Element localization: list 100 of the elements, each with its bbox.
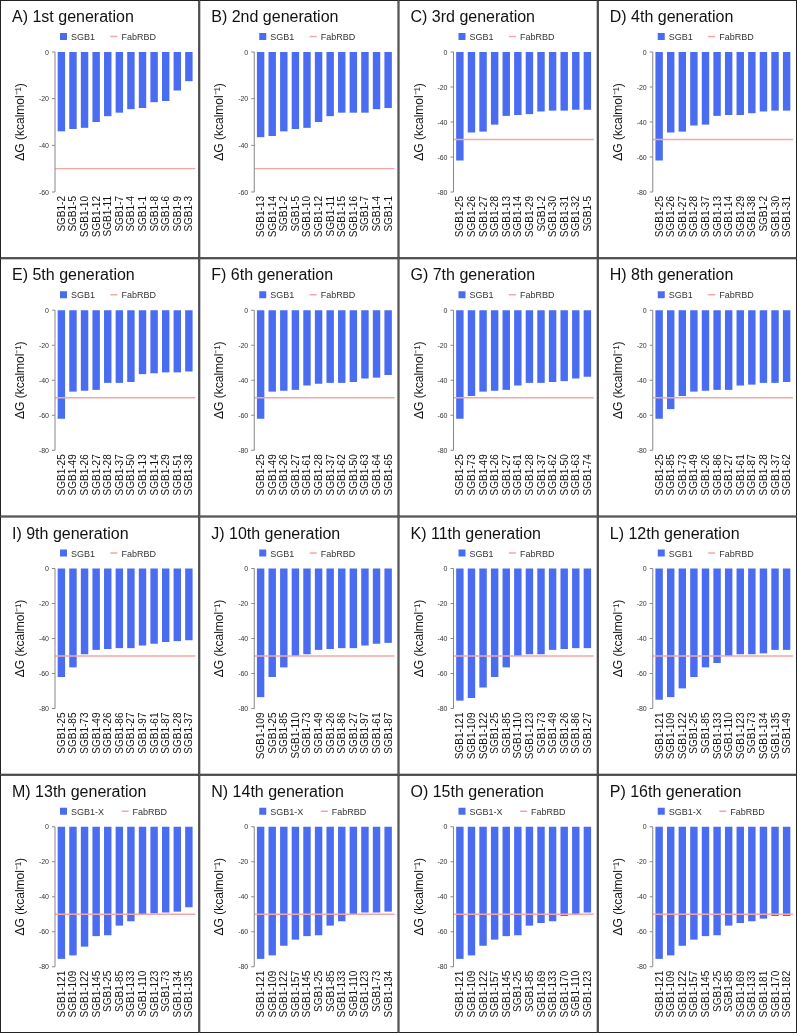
legend-label: SGB1	[668, 32, 693, 42]
x-tick-label: SGB1-26	[489, 453, 501, 496]
x-tick-label: SGB1-86	[570, 712, 582, 754]
y-axis-title: ΔG (kcalmol⁻¹)	[212, 858, 227, 936]
x-tick-label: SGB1-12	[313, 195, 325, 238]
x-tick-label: SGB1-134	[382, 970, 394, 1018]
y-axis-title: ΔG (kcalmol⁻¹)	[411, 599, 426, 678]
chart-title: L) 12th generation	[609, 524, 740, 542]
x-tick-label: SGB1-30	[769, 195, 781, 238]
legend-label: SGB1	[71, 290, 96, 301]
x-tick-label: SGB1-73	[160, 970, 172, 1012]
x-tick-label: SGB1-14	[512, 195, 524, 238]
legend-label: SGB1	[270, 290, 295, 301]
x-tick-label: SGB1-29	[160, 453, 172, 496]
x-tick-label: SGB1-145	[699, 970, 711, 1018]
x-tick-label: SGB1-26	[558, 712, 570, 754]
x-tick-label: SGB1-5	[581, 195, 593, 232]
x-tick-label: SGB1-7	[113, 195, 125, 232]
legend-label: SGB1	[469, 290, 494, 301]
x-tick-label: SGB1-85	[699, 712, 711, 754]
x-tick-label: SGB1-86	[711, 453, 723, 496]
x-tick-label: SGB1-97	[359, 712, 371, 754]
x-tick-label: SGB1-25	[266, 712, 278, 754]
y-axis-title: ΔG (kcalmol⁻¹)	[610, 858, 625, 936]
x-tick-label: SGB1-6	[160, 195, 172, 232]
x-tick-label: SGB1-85	[324, 970, 336, 1012]
x-tick-label: SGB1-11	[102, 195, 114, 237]
x-tick-label: SGB1-85	[665, 453, 677, 496]
x-tick-label: SGB1-157	[289, 970, 301, 1018]
x-tick-label: SGB1-157	[489, 970, 501, 1018]
x-tick-label: SGB1-51	[171, 453, 183, 496]
x-tick-label: SGB1-49	[266, 453, 278, 496]
x-tick-label: SGB1-85	[278, 712, 290, 754]
x-tick-label: SGB1-122	[79, 970, 91, 1018]
x-tick-label: SGB1-27	[125, 712, 137, 754]
x-tick-label: SGB1-74	[581, 453, 593, 496]
x-tick-label: SGB1-25	[255, 453, 267, 496]
x-tick-label: SGB1-62	[336, 453, 348, 496]
x-tick-label: SGB1-25	[454, 453, 466, 496]
legend-label: FabRBD	[719, 32, 755, 42]
legend-label: FabRBD	[719, 548, 755, 559]
x-tick-label: SGB1-13	[711, 195, 723, 238]
x-tick-label: SGB1-122	[676, 970, 688, 1018]
legend-label: FabRBD	[320, 32, 356, 42]
x-tick-label: SGB1-133	[125, 970, 137, 1018]
x-tick-label: SGB1-7	[359, 195, 371, 232]
x-tick-label: SGB1-97	[137, 712, 149, 754]
x-tick-label: SGB1-4	[125, 195, 137, 232]
y-axis-title: ΔG (kcalmol⁻¹)	[411, 858, 426, 936]
legend-label: FabRBD	[519, 32, 555, 42]
legend-label: SGB1-X	[469, 806, 503, 817]
x-tick-label: SGB1-109	[465, 970, 477, 1018]
x-tick-label: SGB1-28	[313, 453, 325, 496]
x-tick-label: SGB1-85	[500, 712, 512, 754]
x-tick-label: SGB1-32	[570, 195, 582, 238]
x-tick-label: SGB1-73	[535, 712, 547, 754]
legend-label: FabRBD	[121, 548, 157, 559]
x-tick-label: SGB1-2	[278, 195, 290, 232]
legend-label: SGB1	[270, 548, 295, 559]
x-tick-label: SGB1-37	[535, 453, 547, 496]
x-tick-label: SGB1-61	[148, 712, 160, 754]
legend-label: SGB1	[270, 32, 295, 42]
x-tick-label: SGB1-14	[148, 453, 160, 496]
x-tick-label: SGB1-1	[137, 195, 149, 232]
x-tick-label: SGB1-49	[688, 453, 700, 496]
x-tick-label: SGB1-145	[500, 970, 512, 1018]
x-tick-label: SGB1-26	[79, 453, 91, 496]
x-tick-label: SGB1-73	[465, 453, 477, 496]
chart-title: P) 16th generation	[609, 782, 742, 800]
x-tick-label: SGB1-2	[757, 195, 769, 232]
x-tick-label: SGB1-49	[547, 712, 559, 754]
legend-label: FabRBD	[719, 290, 755, 301]
x-tick-label: SGB1-29	[523, 195, 535, 238]
x-tick-label: SGB1-27	[90, 453, 102, 496]
y-axis-title: ΔG (kcalmol⁻¹)	[610, 83, 625, 161]
x-tick-label: SGB1-28	[523, 453, 535, 496]
x-tick-label: SGB1-73	[79, 712, 91, 754]
legend-label: SGB1	[668, 548, 693, 559]
x-tick-label: SGB1-38	[183, 453, 195, 496]
x-tick-label: SGB1-110	[137, 970, 149, 1017]
x-tick-label: SGB1-28	[688, 195, 700, 238]
x-tick-label: SGB1-121	[454, 712, 466, 760]
x-tick-label: SGB1-26	[699, 453, 711, 496]
x-tick-label: SGB1-85	[113, 970, 125, 1012]
chart-title: B) 2nd generation	[211, 8, 339, 25]
x-tick-label: SGB1-9	[171, 195, 183, 232]
x-tick-label: SGB1-109	[465, 712, 477, 760]
x-tick-label: SGB1-110	[723, 712, 735, 759]
chart-title: F) 6th generation	[211, 266, 334, 284]
legend-label: SGB1	[71, 548, 96, 559]
y-axis-title: ΔG (kcalmol⁻¹)	[610, 341, 625, 419]
x-tick-label: SGB1-26	[465, 195, 477, 238]
y-axis-title: ΔG (kcalmol⁻¹)	[212, 83, 227, 161]
x-tick-label: SGB1-25	[454, 195, 466, 238]
y-axis-title: ΔG (kcalmol⁻¹)	[212, 599, 227, 678]
x-tick-label: SGB1-73	[746, 712, 758, 754]
x-tick-label: SGB1-25	[688, 712, 700, 754]
x-tick-label: SGB1-85	[723, 970, 735, 1012]
x-tick-label: SGB1-14	[266, 195, 278, 238]
x-tick-label: SGB1-25	[313, 970, 325, 1012]
